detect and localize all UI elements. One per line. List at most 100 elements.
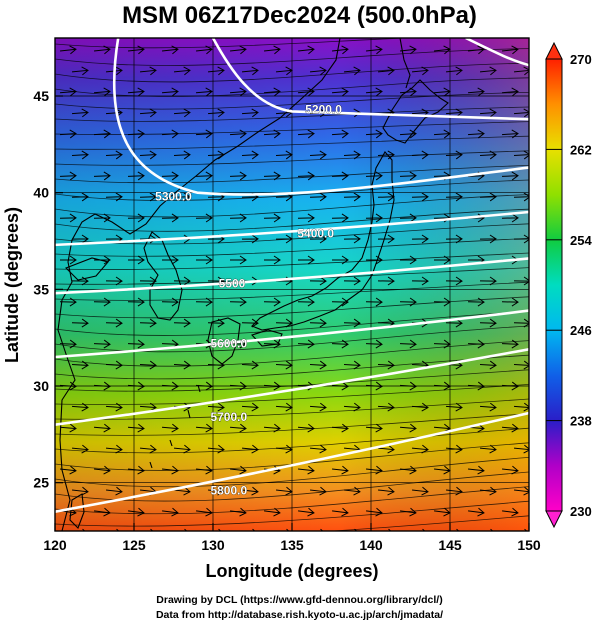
wind-arrow: [467, 297, 485, 307]
colorbar-tick-label: 246: [570, 323, 592, 338]
wind-arrow: [173, 360, 191, 370]
wind-arrow-shape: [105, 444, 123, 454]
wind-arrow-shape: [229, 465, 247, 475]
wind-arrow-shape: [229, 297, 247, 307]
wind-arrow-shape: [241, 402, 259, 412]
wind-arrow-shape: [139, 66, 157, 76]
wind-arrow-shape: [298, 255, 315, 265]
wind-arrow-shape: [59, 87, 77, 97]
wind-arrow-shape: [59, 465, 77, 475]
coast-taiwan: [69, 493, 85, 529]
colorbar: 230 238 246 254 262 270: [545, 41, 592, 529]
wind-arrow-shape: [93, 129, 111, 139]
wind-arrow: [59, 465, 77, 475]
wind-arrow: [59, 87, 77, 97]
wind-arrow-shape: [127, 213, 145, 223]
wind-arrow: [59, 213, 77, 223]
wind-arrow: [264, 255, 281, 265]
wind-arrow-shape: [297, 171, 315, 181]
wind-arrow-shape: [127, 87, 145, 97]
streamline: [55, 413, 529, 436]
coast-mainland: [57, 38, 341, 531]
wind-arrow-shape: [365, 129, 383, 139]
colorbar-tick-label: 254: [570, 233, 592, 248]
wind-arrow-shape: [161, 213, 179, 223]
wind-arrow: [411, 150, 429, 160]
wind-arrow-shape: [229, 213, 247, 223]
wind-arrow-shape: [445, 276, 463, 286]
wind-arrow-shape: [467, 45, 485, 55]
wind-arrow: [71, 444, 89, 454]
wind-arrow-shape: [365, 213, 383, 223]
wind-arrow: [446, 486, 463, 496]
wind-arrow: [139, 108, 157, 118]
wind-arrow: [467, 87, 485, 97]
wind-arrow-shape: [479, 66, 497, 76]
wind-arrow: [513, 234, 529, 244]
wind-arrow: [71, 318, 89, 328]
wind-arrow: [241, 234, 259, 244]
wind-arrow: [445, 192, 463, 202]
wind-arrow-shape: [445, 192, 463, 202]
wind-arrow-shape: [501, 213, 519, 223]
wind-arrow: [297, 465, 315, 475]
wind-arrow: [230, 255, 247, 265]
contour-label: 5200.0: [305, 103, 342, 117]
wind-arrow: [309, 150, 327, 160]
wind-arrow: [332, 255, 349, 265]
y-tick-label: 30: [33, 378, 49, 394]
wind-arrow-shape: [343, 276, 361, 286]
wind-arrow: [513, 444, 529, 454]
wind-arrow-shape: [263, 423, 281, 433]
wind-arrow: [513, 150, 529, 160]
colorbar-tick-label: 230: [570, 504, 592, 519]
wind-arrow-shape: [297, 423, 315, 433]
wind-arrow-shape: [309, 66, 327, 76]
wind-arrow-shape: [332, 255, 349, 265]
contour-label: 5400.0: [297, 226, 334, 240]
wind-arrow: [173, 444, 191, 454]
wind-arrow-shape: [501, 45, 519, 55]
wind-arrow-shape: [411, 276, 429, 286]
x-tick-label: 135: [280, 537, 304, 553]
wind-arrow-shape: [331, 423, 349, 433]
wind-arrow-shape: [479, 150, 497, 160]
wind-arrow: [161, 87, 179, 97]
wind-arrow-shape: [94, 507, 111, 517]
wind-arrow-shape: [173, 108, 191, 118]
wind-arrow: [331, 213, 349, 223]
wind-arrow-shape: [297, 339, 315, 349]
wind-arrow-shape: [195, 87, 213, 97]
wind-arrow: [514, 486, 529, 496]
wind-arrow-shape: [230, 255, 247, 265]
wind-arrow: [399, 171, 417, 181]
wind-arrow: [467, 339, 485, 349]
y-axis-ticks: 25 30 35 40 45: [33, 88, 63, 491]
streamline: [55, 252, 529, 270]
wind-arrow-shape: [71, 150, 89, 160]
wind-arrow: [365, 129, 383, 139]
wind-arrow: [501, 171, 519, 181]
streamline: [55, 281, 529, 301]
wind-arrow-shape: [378, 486, 395, 496]
x-axis-label: Longitude (degrees): [205, 561, 378, 581]
wind-arrow: [309, 192, 327, 202]
coast-korea: [143, 231, 183, 321]
wind-arrow-shape: [411, 192, 429, 202]
wind-arrow: [399, 297, 417, 307]
wind-arrow-shape: [195, 297, 213, 307]
footer-credit-data: Data from http://database.rish.kyoto-u.a…: [155, 609, 444, 621]
wind-arrow-shape: [71, 402, 89, 412]
wind-arrow-shape: [208, 486, 225, 496]
wind-arrow-shape: [139, 318, 157, 328]
x-axis-ticks: 120 125 130 135 140 145 150: [43, 523, 541, 553]
wind-arrow-shape: [331, 87, 349, 97]
wind-arrow: [93, 87, 111, 97]
wind-arrow-shape: [480, 486, 497, 496]
wind-arrow: [480, 486, 497, 496]
wind-arrow-shape: [229, 45, 247, 55]
wind-arrow-shape: [479, 402, 497, 412]
wind-arrow: [365, 297, 383, 307]
contour-label: 5500: [219, 277, 246, 291]
wind-arrow-shape: [501, 423, 519, 433]
